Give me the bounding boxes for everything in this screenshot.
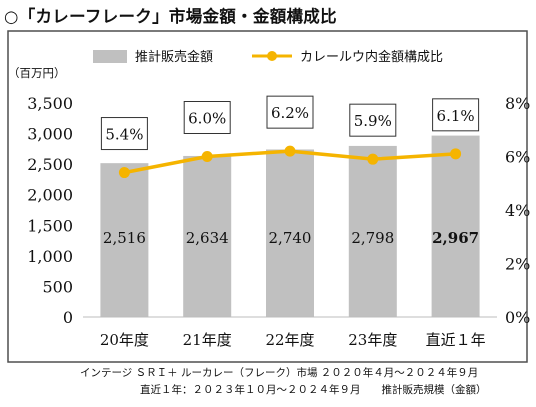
- legend-line-marker: [267, 51, 277, 61]
- x-tick-label: 21年度: [183, 331, 232, 349]
- line-point: [201, 151, 213, 162]
- y-axis-unit-label: （百万円）: [8, 66, 66, 80]
- line-value-callout-box: [183, 101, 231, 134]
- y-tick-label: 2,500: [27, 155, 73, 174]
- legend-bar-label: 推計販売金額: [135, 49, 213, 65]
- line-value-label: 5.4%: [105, 126, 143, 144]
- bar: [266, 149, 314, 317]
- bar: [100, 163, 149, 317]
- bar-value-label: 2,967: [432, 229, 479, 247]
- y-tick-label: 0: [63, 308, 73, 327]
- line-value-callout-box: [349, 103, 397, 137]
- line-point: [450, 148, 462, 160]
- x-tick-label: 20年度: [100, 331, 149, 349]
- chart-title: ○「カレーフレーク」市場金額・金額構成比: [4, 7, 337, 26]
- y-tick-label: 1,000: [27, 247, 73, 266]
- line-value-callout-box: [266, 95, 314, 129]
- line-value-callout-box: [432, 98, 480, 132]
- source-note: インテージ ＳＲＩ＋ ルーカレー（フレーク）市場 ２０２０年４月～２０２４年９月: [80, 367, 479, 379]
- line-value-label: 6.1%: [437, 107, 475, 125]
- legend-bar-swatch: [93, 50, 127, 63]
- legend-line-label: カレールウ内金額構成比: [300, 49, 443, 65]
- y-tick-label: 3,500: [27, 94, 73, 113]
- line-point: [118, 167, 130, 179]
- x-tick-label: 22年度: [265, 331, 314, 349]
- chart-frame: [7, 30, 528, 363]
- line-value-label: 6.0%: [188, 110, 226, 128]
- y-tick-label: 2,000: [27, 186, 73, 205]
- y-tick-label: 500: [42, 277, 73, 296]
- bar-value-label: 2,740: [269, 229, 312, 247]
- line-point: [367, 153, 379, 165]
- y-tick-label: 3,000: [27, 125, 73, 144]
- bar: [183, 155, 232, 317]
- bar-value-label: 2,634: [186, 229, 229, 247]
- bar-value-label: 2,798: [351, 229, 394, 247]
- line-value-callout-box: [100, 117, 148, 151]
- x-tick-label: 23年度: [348, 331, 397, 349]
- bar: [348, 145, 397, 317]
- y-tick-label: 1,500: [27, 216, 73, 235]
- line-value-label: 5.9%: [354, 112, 392, 130]
- y2-tick-label: 4%: [505, 201, 530, 220]
- y2-tick-label: 8%: [505, 94, 530, 113]
- line-value-label: 6.2%: [271, 104, 309, 122]
- bar: [431, 135, 480, 317]
- x-tick-label: 直近１年: [426, 331, 486, 349]
- period-note: 直近１年：２０２３年１０月～２０２４年９月 推計販売規模（金額）: [140, 384, 487, 396]
- y2-tick-label: 6%: [505, 148, 530, 167]
- bar-value-label: 2,516: [103, 229, 146, 247]
- line-point: [284, 145, 296, 157]
- y2-tick-label: 0%: [505, 308, 530, 327]
- y2-tick-label: 2%: [505, 255, 530, 274]
